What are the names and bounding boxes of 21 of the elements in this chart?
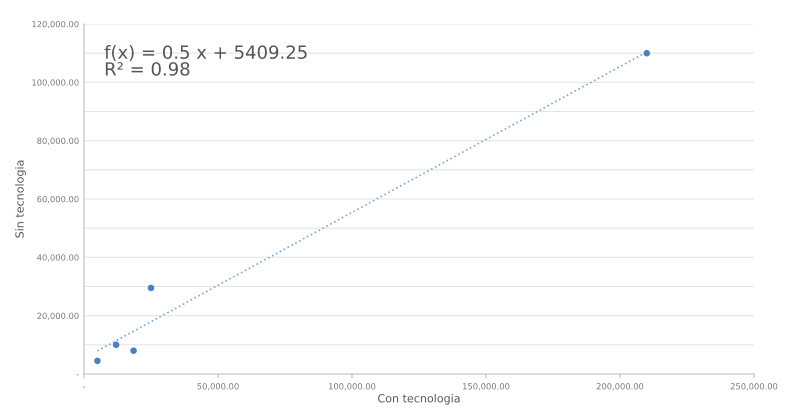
point: [148, 284, 154, 292]
y-tick-label: 120,000.00: [32, 20, 79, 28]
x-tick-label: -: [82, 386, 86, 388]
y-tick-label: 40,000.00: [37, 254, 79, 262]
y-tick-label: -: [76, 374, 79, 376]
annotation: f(x) = 0.5 x + 5409.25 R² = 0.98: [104, 45, 307, 76]
y-tick-label: 20,000.00: [37, 312, 79, 320]
x-tick-label: 200,000.00: [596, 383, 644, 390]
x-axis-title: Con tecnologia: [378, 394, 460, 405]
y-tick-label: 60,000.00: [37, 196, 79, 204]
point: [644, 50, 650, 56]
y-tick-label: 100,000.00: [32, 79, 79, 86]
x-tick-label: 50,000.00: [197, 383, 239, 390]
point: [94, 358, 101, 364]
x-tick-label: 150,000.00: [463, 383, 510, 390]
y-axis-title: Sin tecnologia: [15, 160, 26, 238]
x-tick-label: 100,000.00: [329, 383, 376, 390]
point: [112, 342, 120, 348]
x-tick-label: 250,000.00: [730, 383, 778, 390]
point: [130, 347, 137, 354]
y-tick-label: 80,000.00: [37, 138, 79, 145]
